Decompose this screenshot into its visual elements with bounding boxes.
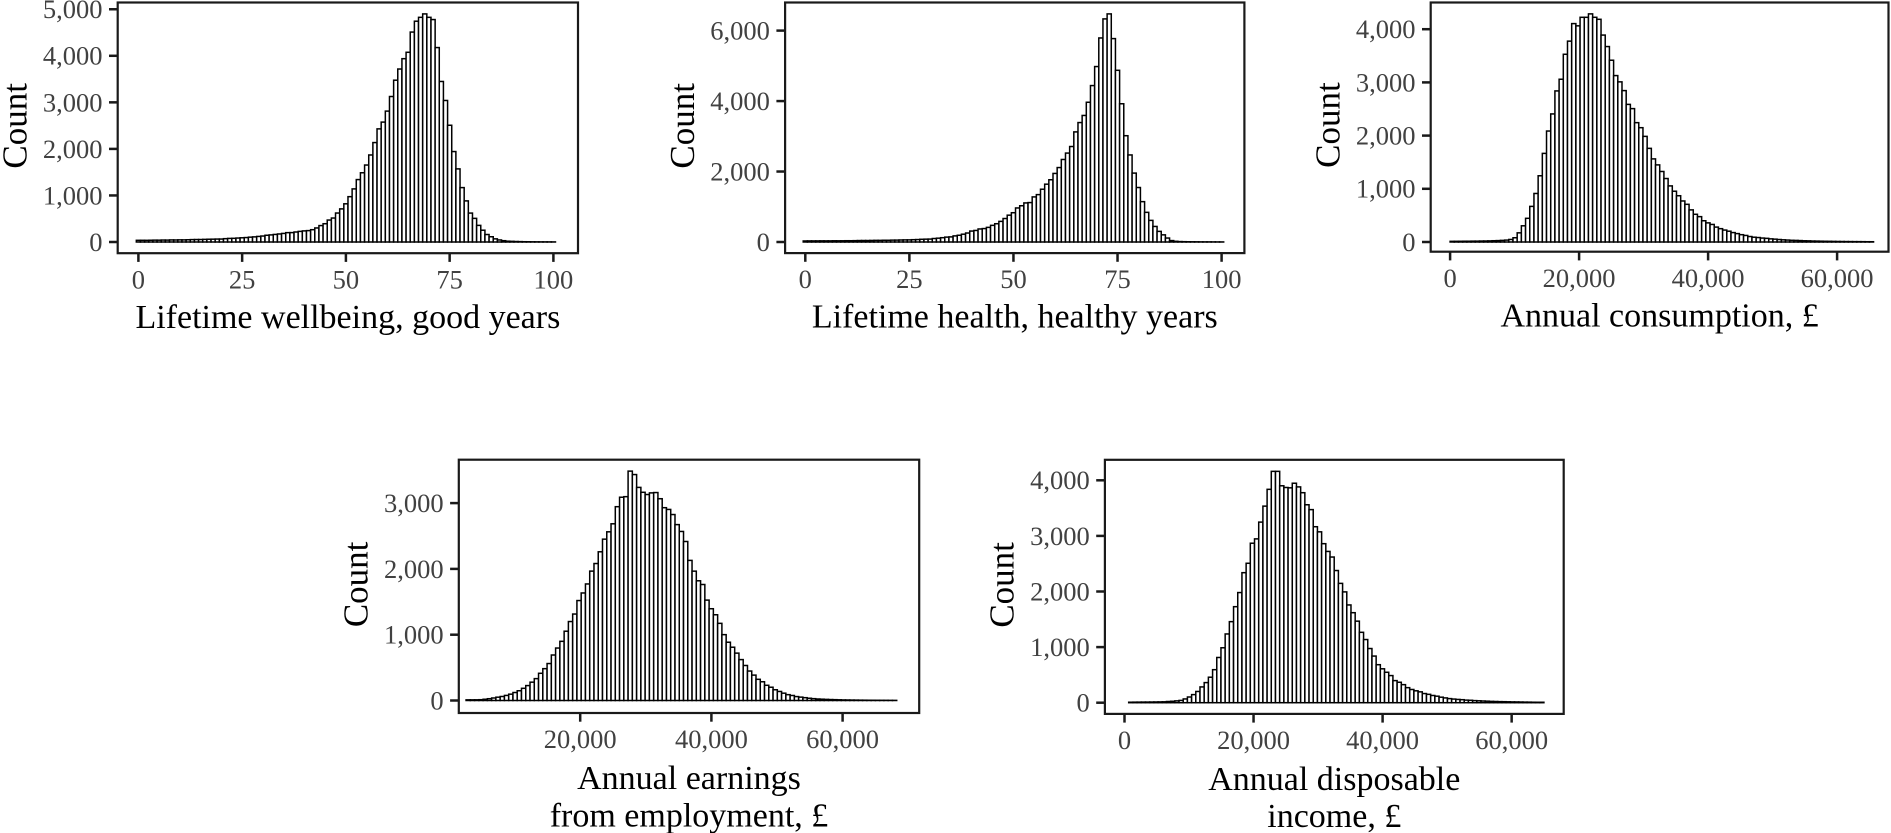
svg-text:20,000: 20,000 [544,724,617,754]
svg-text:0: 0 [1402,227,1415,257]
svg-text:Annual consumption, £: Annual consumption, £ [1500,297,1818,334]
svg-text:0: 0 [1443,263,1456,293]
svg-text:25: 25 [229,264,256,294]
svg-text:40,000: 40,000 [675,724,748,754]
svg-text:75: 75 [1104,264,1131,294]
svg-text:3,000: 3,000 [43,87,103,117]
svg-text:0: 0 [89,227,102,257]
svg-text:4,000: 4,000 [1030,465,1090,495]
svg-text:0: 0 [1076,688,1089,718]
svg-text:3,000: 3,000 [384,488,444,518]
svg-text:0: 0 [799,264,812,294]
svg-text:20,000: 20,000 [1217,725,1290,755]
svg-text:3,000: 3,000 [1030,521,1090,551]
svg-text:4,000: 4,000 [43,41,103,71]
svg-text:2,000: 2,000 [710,156,770,186]
svg-text:60,000: 60,000 [1801,263,1874,293]
svg-text:0: 0 [132,264,145,294]
svg-text:5,000: 5,000 [43,0,103,24]
svg-text:from employment, £: from employment, £ [550,797,829,833]
svg-text:100: 100 [1202,264,1242,294]
svg-text:50: 50 [333,264,360,294]
svg-text:1,000: 1,000 [1356,174,1416,204]
svg-text:0: 0 [757,227,770,257]
svg-text:2,000: 2,000 [384,554,444,584]
svg-text:100: 100 [534,264,574,294]
svg-text:2,000: 2,000 [43,134,103,164]
svg-text:Count: Count [663,83,702,169]
svg-text:60,000: 60,000 [1475,725,1548,755]
svg-text:50: 50 [1000,264,1027,294]
svg-text:1,000: 1,000 [1030,632,1090,662]
svg-text:Count: Count [983,542,1022,628]
svg-text:Annual earnings: Annual earnings [577,760,801,797]
svg-text:20,000: 20,000 [1543,263,1616,293]
svg-text:4,000: 4,000 [1356,14,1416,44]
svg-text:Lifetime wellbeing, good years: Lifetime wellbeing, good years [135,299,560,336]
svg-text:3,000: 3,000 [1356,67,1416,97]
svg-text:4,000: 4,000 [710,86,770,116]
svg-text:6,000: 6,000 [710,16,770,46]
svg-text:2,000: 2,000 [1356,121,1416,151]
svg-text:income, £: income, £ [1267,798,1401,833]
svg-text:75: 75 [436,264,463,294]
svg-text:Count: Count [1308,82,1347,168]
svg-text:60,000: 60,000 [806,724,879,754]
svg-text:Count: Count [0,83,34,169]
svg-text:40,000: 40,000 [1346,725,1419,755]
svg-text:Lifetime health, healthy years: Lifetime health, healthy years [812,299,1218,336]
svg-text:2,000: 2,000 [1030,576,1090,606]
svg-text:25: 25 [896,264,923,294]
svg-text:1,000: 1,000 [43,180,103,210]
svg-text:1,000: 1,000 [384,620,444,650]
svg-text:0: 0 [430,685,443,715]
svg-text:0: 0 [1118,725,1131,755]
svg-text:Annual disposable: Annual disposable [1208,761,1460,798]
svg-text:Count: Count [337,541,376,627]
svg-text:40,000: 40,000 [1672,263,1745,293]
